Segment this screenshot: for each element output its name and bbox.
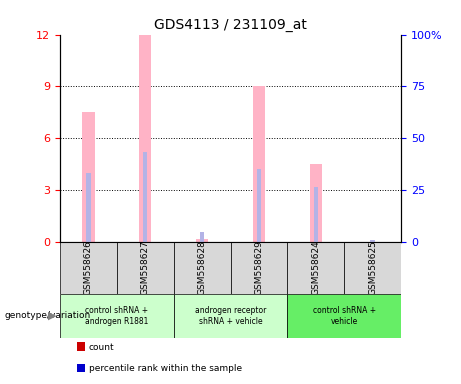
Bar — [139, 35, 152, 242]
Text: GSM558628: GSM558628 — [198, 240, 207, 295]
Bar — [60, 242, 117, 294]
Bar — [200, 232, 204, 242]
Bar — [86, 173, 91, 242]
Bar — [313, 187, 318, 242]
Text: GSM558627: GSM558627 — [141, 240, 150, 295]
Bar — [60, 294, 174, 338]
Text: genotype/variation: genotype/variation — [5, 311, 91, 320]
Bar — [344, 242, 401, 294]
Bar — [77, 364, 85, 372]
Text: androgen receptor
shRNA + vehicle: androgen receptor shRNA + vehicle — [195, 306, 266, 326]
Bar — [287, 294, 401, 338]
Bar — [174, 242, 230, 294]
Text: percentile rank within the sample: percentile rank within the sample — [89, 364, 242, 373]
Text: control shRNA +
vehicle: control shRNA + vehicle — [313, 306, 376, 326]
Bar — [174, 294, 287, 338]
Bar — [257, 169, 261, 242]
Bar — [370, 240, 375, 242]
Text: GSM558626: GSM558626 — [84, 240, 93, 295]
Bar — [117, 242, 174, 294]
Bar — [287, 242, 344, 294]
Text: count: count — [89, 343, 114, 352]
Text: control shRNA +
androgen R1881: control shRNA + androgen R1881 — [85, 306, 148, 326]
Text: GSM558625: GSM558625 — [368, 240, 377, 295]
Bar — [230, 242, 287, 294]
Text: GSM558629: GSM558629 — [254, 240, 263, 295]
Bar — [82, 113, 95, 242]
Text: GSM558624: GSM558624 — [311, 240, 320, 295]
Text: ▶: ▶ — [48, 311, 57, 321]
Title: GDS4113 / 231109_at: GDS4113 / 231109_at — [154, 18, 307, 32]
Bar — [143, 152, 148, 242]
Bar — [77, 343, 85, 351]
Bar — [253, 86, 265, 242]
Bar — [309, 164, 322, 242]
Bar — [196, 239, 208, 242]
